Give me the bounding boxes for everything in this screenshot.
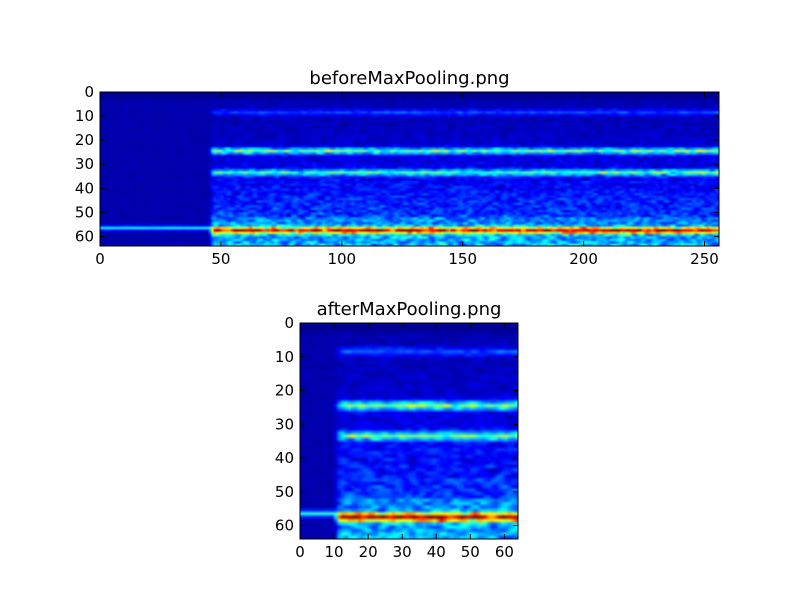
- x-tick-label: 250: [690, 250, 719, 268]
- axes-frame: [99, 91, 720, 247]
- y-tick-label: 30: [275, 415, 294, 433]
- heatmap-image: [100, 92, 719, 246]
- x-tick-label: 40: [427, 543, 446, 561]
- x-tick-label: 20: [359, 543, 378, 561]
- x-tick-label: 150: [448, 250, 477, 268]
- y-tick-label: 30: [75, 155, 94, 173]
- x-tick-label: 0: [95, 250, 105, 268]
- y-tick-label: 10: [75, 107, 94, 125]
- x-tick-label: 10: [325, 543, 344, 561]
- y-tick-label: 20: [75, 131, 94, 149]
- chart-title: afterMaxPooling.png: [317, 299, 502, 320]
- y-tick-label: 60: [75, 227, 94, 245]
- y-tick-label: 0: [284, 314, 294, 332]
- y-tick-label: 10: [275, 348, 294, 366]
- x-tick-label: 30: [393, 543, 412, 561]
- y-tick-label: 20: [275, 382, 294, 400]
- x-tick-label: 200: [569, 250, 598, 268]
- heatmap-image: [300, 323, 518, 539]
- axes-frame: [299, 322, 519, 540]
- heatmap-panel-before: beforeMaxPooling.png 0 50 100 150 200 250 0 10 20…: [75, 68, 720, 268]
- chart-title: beforeMaxPooling.png: [309, 68, 509, 89]
- y-tick-label: 60: [275, 517, 294, 535]
- x-tick-label: 0: [295, 543, 305, 561]
- x-tick-label: 60: [495, 543, 514, 561]
- y-tick-label: 50: [275, 483, 294, 501]
- y-tick-label: 40: [275, 449, 294, 467]
- x-tick-label: 50: [461, 543, 480, 561]
- x-tick-label: 100: [327, 250, 356, 268]
- y-tick-label: 0: [84, 83, 94, 101]
- y-tick-label: 40: [75, 179, 94, 197]
- x-tick-label: 50: [211, 250, 230, 268]
- y-tick-label: 50: [75, 203, 94, 221]
